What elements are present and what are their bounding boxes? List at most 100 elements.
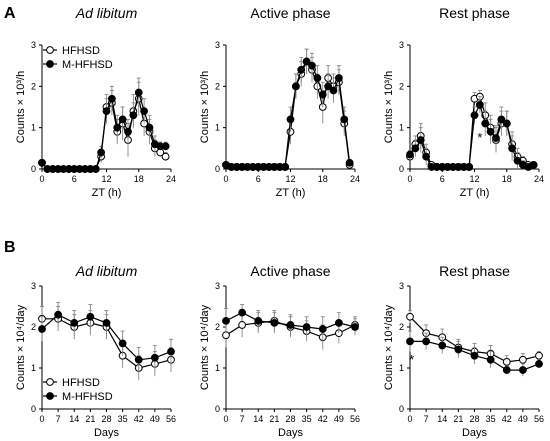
data-point-mhfhsd [502,366,511,374]
data-point-mhfhsd [102,319,111,327]
chart-title: Active phase [250,263,330,279]
data-point-mhfhsd [102,107,111,116]
y-axis-label: Counts × 10³/h [15,71,27,143]
chart-title: Rest phase [439,5,510,21]
y-tick-label: 1 [399,363,404,373]
y-axis-label: Counts × 10⁴/day [199,304,211,390]
data-point-mhfhsd [492,134,500,142]
x-tick-label: 18 [318,174,328,184]
data-point-mhfhsd [150,353,159,362]
y-tick-label: 0 [31,404,36,414]
chart-title: Active phase [250,5,330,21]
data-point-mhfhsd [113,123,122,132]
data-point-hfhsd [535,351,543,360]
data-point-mhfhsd [470,351,479,360]
x-tick-label: 56 [350,414,360,424]
y-tick-label: 3 [399,281,404,291]
y-tick-label: 1 [215,123,220,133]
x-tick-label: 0 [407,174,412,184]
data-point-mhfhsd [70,319,79,327]
legend: HFHSD M-HFHSD [43,377,113,403]
data-point-mhfhsd [422,337,431,346]
data-point-mhfhsd [313,74,322,82]
data-point-mhfhsd [238,308,247,317]
x-tick-label: 28 [285,414,295,424]
x-tick-label: 56 [534,414,544,424]
data-point-mhfhsd [406,150,414,159]
y-tick-label: 3 [31,40,36,50]
data-point-mhfhsd [107,94,116,103]
data-point-mhfhsd [329,86,338,95]
data-point-mhfhsd [334,319,343,327]
data-point-mhfhsd [302,323,311,331]
y-tick-label: 2 [399,322,404,332]
y-tick-label: 2 [31,81,36,91]
legend-hfhsd-label: HFHSD [62,45,100,57]
x-tick-label: 0 [39,414,44,424]
series-mhfhsd [38,77,170,173]
x-tick-label: 49 [334,414,344,424]
x-axis-label: ZT (h) [276,187,306,199]
y-tick-label: 0 [31,164,36,174]
data-point-mhfhsd [124,127,132,136]
significance-marker: * [477,130,482,145]
legend-mhfhsd-marker [46,392,54,400]
data-point-mhfhsd [297,65,306,74]
legend-hfhsd-label: HFHSD [62,377,100,389]
x-tick-label: 35 [302,414,312,424]
x-tick-label: 28 [101,414,111,424]
x-tick-label: 18 [134,174,144,184]
x-axis-label: ZT (h) [460,187,490,199]
data-point-mhfhsd [508,144,517,153]
y-tick-label: 3 [215,281,220,291]
x-tick-label: 49 [150,414,160,424]
data-point-mhfhsd [465,163,474,171]
data-point-mhfhsd [351,323,359,331]
data-point-mhfhsd [222,316,230,325]
legend-mhfhsd-label: M-HFHSD [62,59,113,71]
y-tick-label: 0 [399,404,404,414]
y-axis-label: Counts × 10³/h [383,71,395,143]
chart-5: Active phase 0 1 2 3 0 7 14 21 28 35 42 49 56 Days Coun… [199,263,360,439]
data-point-mhfhsd [411,144,420,153]
x-tick-label: 7 [424,414,429,424]
data-point-mhfhsd [475,101,484,109]
data-point-mhfhsd [167,347,175,356]
data-point-mhfhsd [340,115,349,124]
y-tick-label: 2 [215,322,220,332]
x-tick-label: 6 [72,174,77,184]
x-tick-label: 42 [502,414,512,424]
data-point-hfhsd [518,355,527,364]
x-tick-label: 14 [253,414,263,424]
y-tick-label: 0 [215,164,220,174]
chart-6: Rest phase 0 1 2 3 0 7 14 21 28 35 42 49 56 Days Counts… [383,263,544,439]
data-point-mhfhsd [481,119,490,128]
series-mhfhsd [38,301,175,373]
y-tick-label: 3 [399,40,404,50]
panel-letter-a: A [4,5,16,22]
data-point-mhfhsd [281,163,290,171]
x-tick-label: 21 [269,414,279,424]
series-mhfhsd [406,330,543,377]
series-mhfhsd [406,96,538,171]
significance-marker: * [409,352,414,367]
data-point-mhfhsd [118,339,127,348]
data-point-mhfhsd [535,360,543,368]
legend-mhfhsd-marker [46,60,54,68]
data-point-mhfhsd [140,107,149,116]
data-point-mhfhsd [286,321,295,329]
y-axis-label: Counts × 10⁴/day [15,304,27,390]
x-tick-label: 6 [440,174,445,184]
x-tick-label: 24 [350,174,360,184]
data-point-mhfhsd [416,136,425,144]
y-tick-label: 3 [215,40,220,50]
x-tick-label: 21 [453,414,463,424]
y-tick-label: 1 [399,123,404,133]
data-point-hfhsd [238,321,247,329]
data-point-mhfhsd [422,152,431,161]
data-point-mhfhsd [302,57,311,66]
